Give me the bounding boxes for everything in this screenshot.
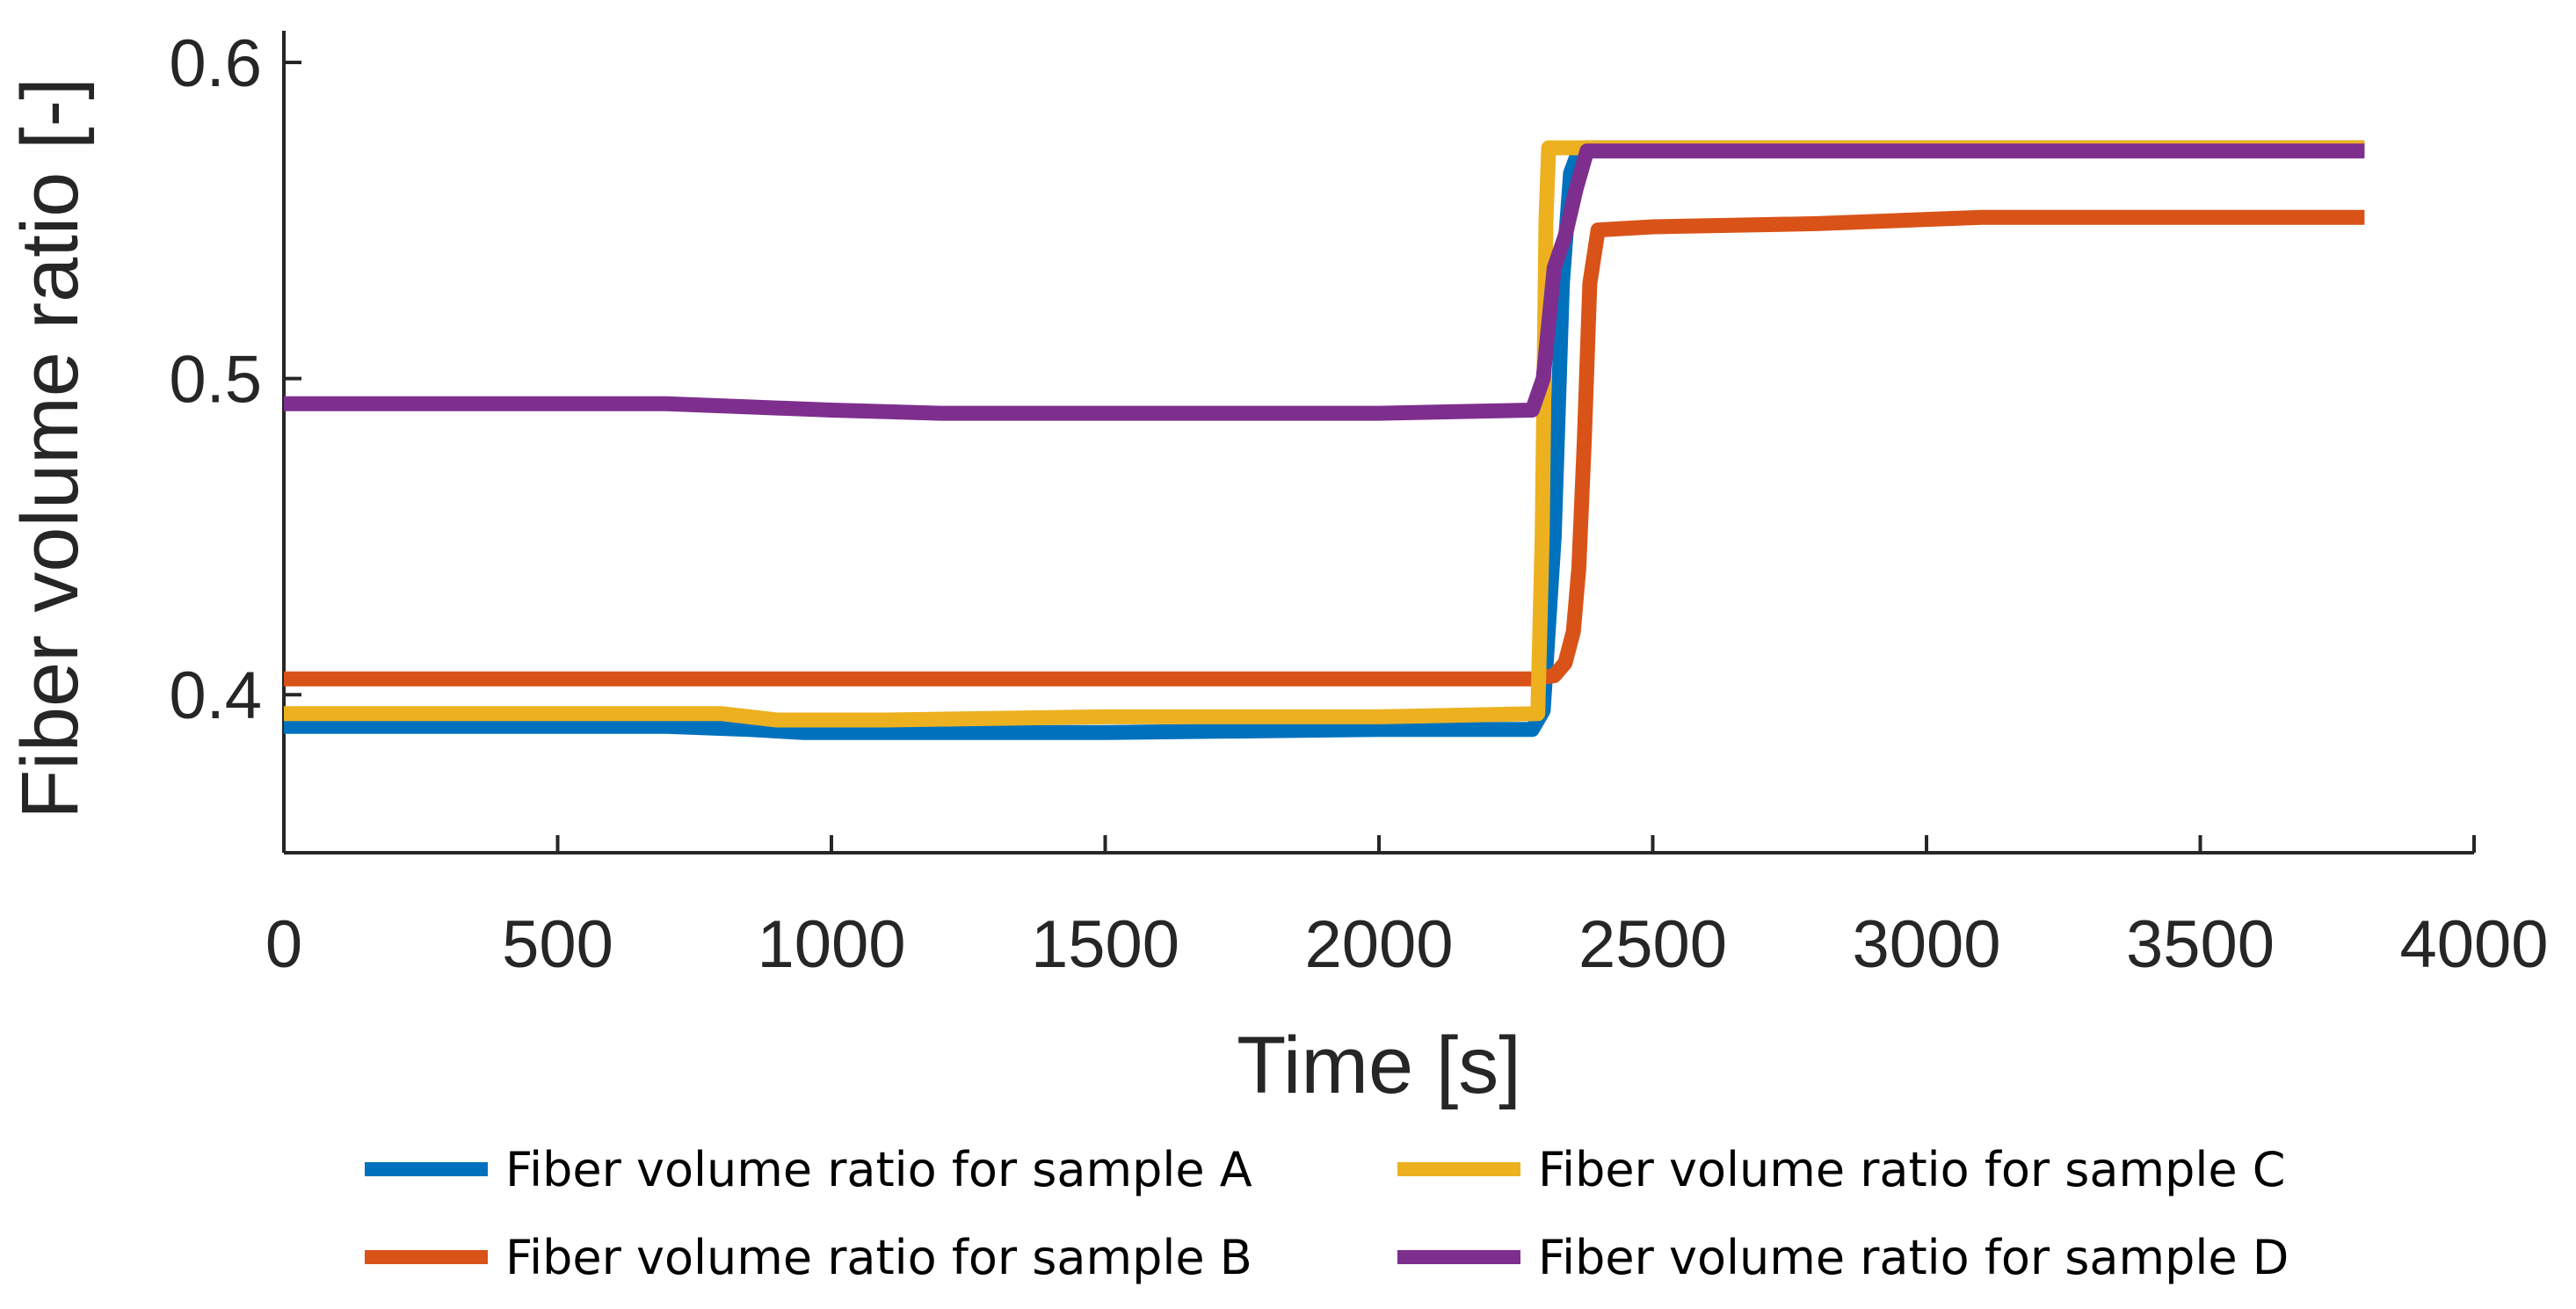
x-tick-label: 500 <box>502 907 613 982</box>
x-tick-label: 2500 <box>1578 907 1727 982</box>
legend-label-sample-d: Fiber volume ratio for sample D <box>1538 1230 2289 1285</box>
x-tick-label: 3000 <box>1852 907 2000 982</box>
series-line-sample-d <box>284 143 2365 421</box>
series-line-sample-b <box>284 209 2365 687</box>
x-tick-label: 3500 <box>2126 907 2275 982</box>
y-tick-label: 0.5 <box>169 343 262 418</box>
x-tick-label: 2000 <box>1304 907 1453 982</box>
legend-label-sample-a: Fiber volume ratio for sample A <box>505 1142 1252 1197</box>
legend-label-sample-b: Fiber volume ratio for sample B <box>505 1230 1252 1285</box>
legend: Fiber volume ratio for sample A Fiber vol… <box>365 1142 2289 1285</box>
y-axis-title: Fiber volume ratio [-] <box>5 77 95 819</box>
y-tick-label: 0.4 <box>169 658 262 733</box>
series-lines <box>284 140 2365 740</box>
ticks: 0 500 1000 1500 2000 2500 3000 3500 4000 0.4 0.5 0.… <box>169 26 2548 982</box>
x-axis-title: Time [s] <box>1237 1021 1521 1110</box>
x-tick-label: 1500 <box>1031 907 1179 982</box>
legend-label-sample-c: Fiber volume ratio for sample C <box>1538 1142 2286 1197</box>
y-tick-label: 0.6 <box>169 26 262 101</box>
x-tick-label: 4000 <box>2399 907 2548 982</box>
series-line-sample-a <box>284 140 2365 740</box>
x-tick-label: 0 <box>265 907 302 982</box>
x-tick-label: 1000 <box>757 907 905 982</box>
series-line-sample-c <box>284 140 2365 728</box>
